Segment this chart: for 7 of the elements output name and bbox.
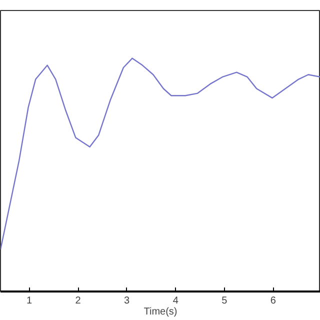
x-tick-label: 6 (270, 296, 276, 306)
x-tick-label: 3 (124, 296, 130, 306)
x-tick-label: 1 (26, 296, 32, 306)
x-axis-title: Time(s) (144, 306, 178, 318)
x-tick-label: 4 (172, 296, 179, 306)
x-tick-label: 5 (222, 296, 228, 306)
x-tick-label: 2 (75, 296, 82, 306)
